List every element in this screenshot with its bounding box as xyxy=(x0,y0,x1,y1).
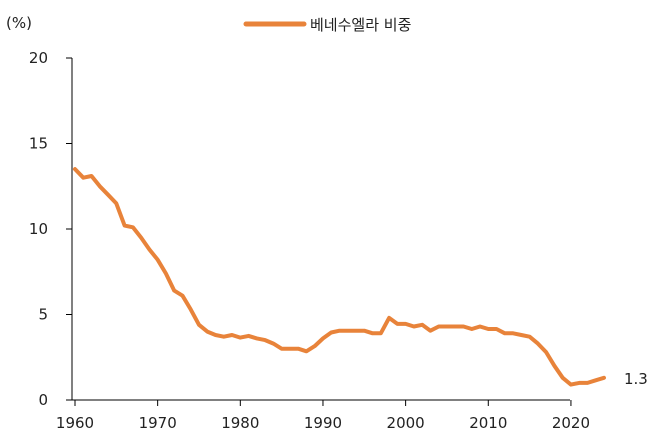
legend-label: 베네수엘라 비중 xyxy=(310,16,411,34)
legend: 베네수엘라 비중 xyxy=(243,16,411,34)
end-value-label: 1.3 xyxy=(624,370,648,388)
series-layer xyxy=(73,167,606,387)
y-unit-label: (%) xyxy=(6,14,32,32)
y-tick-label: 10 xyxy=(29,220,48,238)
y-ticks: 0 5 10 15 20 xyxy=(29,49,72,409)
y-tick-label: 15 xyxy=(29,135,48,153)
x-tick-label: 2020 xyxy=(552,414,590,432)
y-tick-label: 5 xyxy=(38,306,48,324)
x-tick-label: 1980 xyxy=(221,414,259,432)
x-tick-label: 1990 xyxy=(304,414,342,432)
x-tick-label: 2000 xyxy=(387,414,425,432)
x-tick-label: 1970 xyxy=(139,414,177,432)
x-tick-label: 2010 xyxy=(469,414,507,432)
x-ticks: 1960 1970 1980 1990 2000 2010 2020 xyxy=(56,400,590,432)
y-tick-label: 0 xyxy=(38,391,48,409)
x-tick-label: 1960 xyxy=(56,414,94,432)
y-tick-label: 20 xyxy=(29,49,48,67)
series-line xyxy=(73,167,606,387)
